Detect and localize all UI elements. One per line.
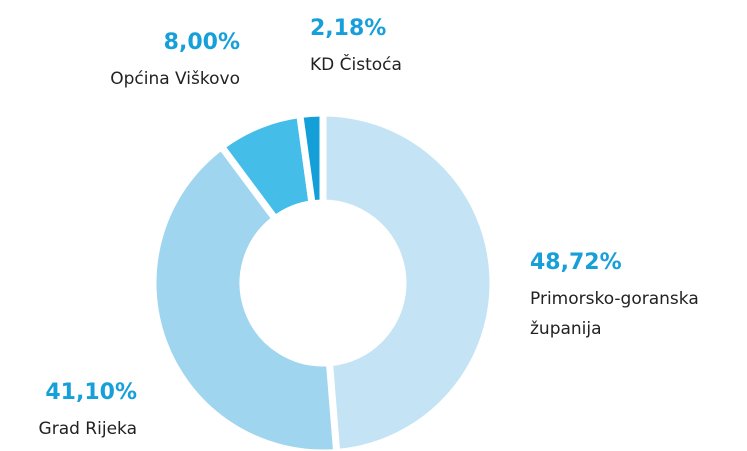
- donut-slice: [149, 143, 341, 451]
- category-label: Primorsko-goranska županija: [530, 289, 699, 339]
- slice-label: 41,10% Grad Rijeka: [0, 380, 137, 444]
- value-label: 41,10%: [45, 380, 137, 405]
- category-label: KD Čistoća: [310, 55, 402, 75]
- donut-slice: [296, 109, 327, 208]
- slice-label: 8,00% Općina Viškovo: [40, 30, 240, 94]
- category-label: Grad Rijeka: [38, 419, 137, 439]
- donut-slice: [319, 109, 497, 451]
- slice-label: 2,18% KD Čistoća: [310, 16, 510, 80]
- category-label: Općina Viškovo: [110, 69, 240, 89]
- value-label: 8,00%: [163, 30, 240, 55]
- slice-label: 48,72% Primorsko-goranska županija: [530, 250, 735, 344]
- value-label: 48,72%: [530, 250, 622, 275]
- value-label: 2,18%: [310, 16, 387, 41]
